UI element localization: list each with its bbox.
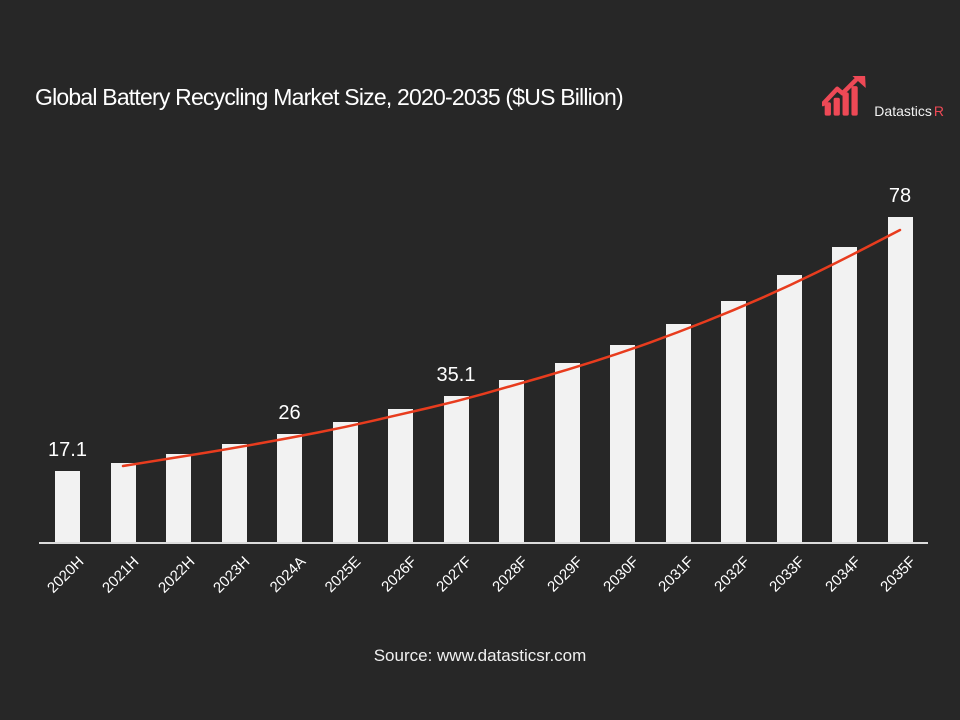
bar [721, 300, 746, 542]
bar [221, 444, 247, 542]
bar-value-label: 26 [278, 401, 301, 424]
bar [55, 470, 80, 542]
x-axis-label: 2030F [599, 553, 642, 596]
x-axis-label: 2024A [266, 553, 309, 596]
rising-bars-arrow-icon [820, 75, 872, 121]
x-axis-label: 2020H [43, 553, 87, 597]
bar [499, 379, 524, 542]
x-axis-label: 2034F [821, 553, 864, 596]
x-axis-label: 2032F [710, 553, 753, 596]
logo: Datastics R [820, 75, 944, 121]
x-axis-label: 2025E [321, 553, 365, 596]
bar-value-label: 17.1 [48, 438, 87, 461]
bar [443, 395, 469, 542]
x-axis-label: 2027F [433, 553, 476, 596]
bar [610, 344, 635, 542]
bar [887, 217, 913, 542]
bar [166, 453, 191, 542]
bar-value-label: 78 [888, 185, 912, 207]
bar [277, 433, 302, 542]
bar-value-label: 35.1 [436, 363, 476, 386]
bar [832, 247, 857, 542]
logo-accent-letter: R [933, 103, 944, 119]
x-axis: 2020H 2021H 2022H 2023H 2024A 2025E 2026F 2027F… [39, 544, 928, 629]
x-axis-label: 2029F [544, 553, 587, 596]
x-axis-label: 2021H [99, 553, 143, 597]
bar [388, 409, 413, 542]
x-axis-label: 2023H [210, 553, 254, 597]
chart-title: Global Battery Recycling Market Size, 20… [35, 84, 624, 110]
x-axis-label: 2026F [377, 553, 420, 596]
x-axis-label: 2035F [877, 553, 920, 596]
bar [776, 275, 802, 542]
bar [332, 422, 358, 542]
source-text: Source: www.datasticsr.com [373, 646, 587, 665]
x-axis-label: 2022H [154, 553, 198, 597]
x-axis-label: 2028F [488, 553, 531, 596]
bar [554, 362, 580, 542]
bar [665, 323, 691, 542]
x-axis-label: 2031F [655, 553, 698, 596]
x-axis-label: 2033F [766, 553, 809, 596]
chart-plot: 17.1 26 35.1 78 [39, 180, 928, 544]
bar [110, 462, 136, 542]
logo-text: Datastics [874, 103, 932, 119]
